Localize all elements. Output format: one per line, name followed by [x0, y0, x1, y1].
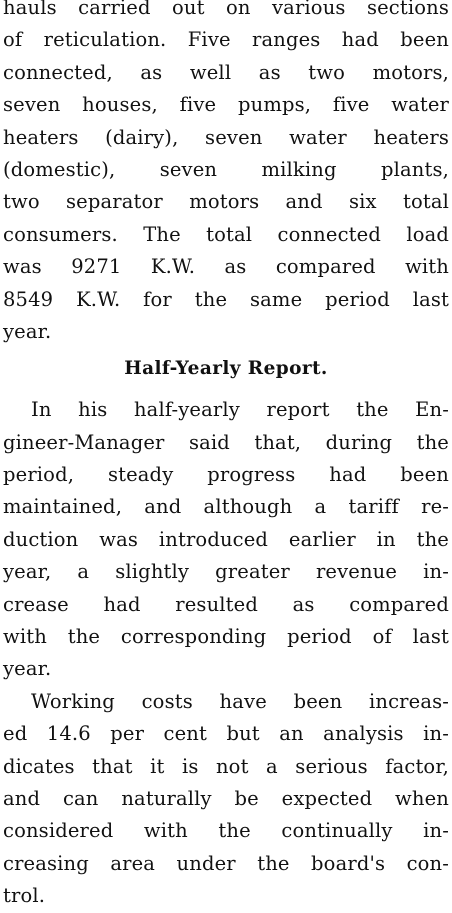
paragraph-reticulation: hauls carried out on various sections of…: [3, 0, 449, 348]
text-line: seven houses, five pumps, five water: [3, 93, 449, 117]
text-line: year, a slightly greater revenue in-: [3, 560, 449, 584]
paragraph-working-costs: Working costs have been increas- ed 14.6…: [3, 686, 449, 913]
article-column: hauls carried out on various sections of…: [3, 0, 449, 913]
text-line: was 9271 K.W. as compared with: [3, 255, 449, 279]
text-line: hauls carried out on various sections: [3, 0, 449, 19]
text-line: gineer-Manager said that, during the: [3, 430, 449, 454]
text-line: crease had resulted as compared: [3, 592, 449, 616]
text-line: and can naturally be expected when: [3, 786, 449, 810]
text-line: trol.: [3, 884, 46, 908]
text-line: period, steady progress had been: [3, 463, 449, 487]
text-line: dicates that it is not a serious factor,: [3, 754, 449, 778]
text-line: year.: [3, 657, 52, 681]
text-line: connected, as well as two motors,: [3, 60, 449, 84]
section-heading: Half-Yearly Report.: [124, 358, 328, 380]
text-line: maintained, and although a tariff re-: [3, 495, 449, 519]
text-line: duction was introduced earlier in the: [3, 527, 449, 551]
text-line: In his half-yearly report the En-: [31, 398, 449, 422]
text-line: of reticulation. Five ranges had been: [3, 28, 449, 52]
text-line: ed 14.6 per cent but an analysis in-: [3, 722, 449, 746]
text-line: two separator motors and six total: [3, 190, 449, 214]
text-line: Working costs have been increas-: [31, 689, 449, 713]
text-line: with the corresponding period of last: [3, 625, 449, 649]
text-line: creasing area under the board's con-: [3, 851, 449, 875]
text-line: year.: [3, 319, 52, 343]
text-line: 8549 K.W. for the same period last: [3, 287, 449, 311]
paragraph-half-yearly-report: In his half-yearly report the En- gineer…: [3, 394, 449, 686]
text-line: heaters (dairy), seven water heaters: [3, 125, 449, 149]
text-line: consumers. The total connected load: [3, 222, 449, 246]
text-line: (domestic), seven milking plants,: [3, 157, 449, 181]
